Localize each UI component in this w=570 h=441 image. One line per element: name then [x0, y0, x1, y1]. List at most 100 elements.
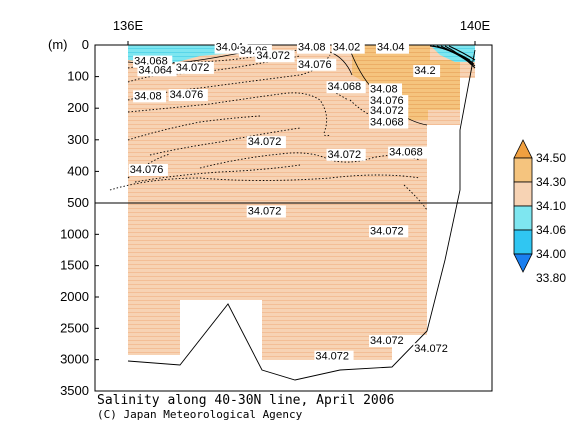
contour-label-bg	[297, 58, 337, 71]
x-tick-label: 136E	[113, 18, 144, 33]
y-axis-unit: (m)	[48, 37, 68, 52]
contour-label: 34.02	[331, 41, 365, 54]
colorbar: 34.50 34.30 34.10 34.06 34.00 33.80	[513, 139, 566, 285]
contour-label-text: 34.072	[414, 343, 448, 355]
contour-label-text: 34.076	[130, 164, 164, 176]
colorbar-segment	[513, 229, 533, 255]
colorbar-label: 34.50	[536, 151, 566, 165]
colorbar-label: 34.00	[536, 247, 566, 261]
contour-label: 34.2	[413, 65, 441, 78]
contour-label-bg	[168, 89, 208, 102]
contour-label-text: 34.04	[216, 42, 244, 54]
contour-label-text: 34.072	[248, 136, 282, 148]
contour-label: 34.072	[326, 148, 366, 161]
contour-label-text: 34.068	[389, 147, 423, 159]
contour-label: 34.072	[369, 104, 409, 117]
y-tick-label: 500	[67, 195, 89, 210]
contour-label-text: 34.2	[414, 65, 435, 77]
contour-label-text: 34.072	[370, 105, 404, 117]
contour-label: 34.072	[174, 61, 214, 74]
y-tick-label: 300	[67, 132, 89, 147]
y-tick-label: 400	[67, 163, 89, 178]
plot-frame	[94, 44, 493, 392]
colorbar-segment	[513, 181, 533, 207]
contour-label-bg	[326, 81, 366, 94]
contour-label: 34.068	[369, 116, 409, 129]
contour-label-text: 34.072	[328, 149, 362, 161]
colorbar-top-cap	[513, 139, 533, 159]
contour-label: 34.076	[128, 163, 168, 176]
contour-label-bg	[413, 343, 453, 356]
colorbar-label: 34.10	[536, 199, 566, 213]
contour-label: 34.04	[375, 41, 409, 54]
contour-label-bg	[369, 225, 409, 238]
contour-label: 34.076	[369, 95, 409, 108]
contour-label-bg	[369, 83, 403, 96]
contour-label-text: 34.02	[333, 42, 361, 54]
contour-label-bg	[369, 116, 409, 129]
contour-label-bg	[369, 95, 409, 108]
contour-label: 34.072	[246, 136, 286, 149]
contour-label-bg	[246, 205, 286, 218]
contour-label: 34.08	[297, 41, 331, 54]
contour-label-bg	[133, 55, 173, 68]
contour-label-bg	[326, 148, 366, 161]
contour-label: 34.072	[255, 50, 295, 63]
contour-label: 34.072	[369, 225, 409, 238]
contour-label-bg	[246, 136, 286, 149]
contour-label: 34.068	[326, 81, 366, 94]
contour-label-text: 34.072	[256, 50, 290, 62]
y-tick-label: 2500	[60, 320, 89, 335]
contour-label-bg	[174, 61, 214, 74]
contour-label: 34.076	[168, 89, 208, 102]
colorbar-segment	[513, 157, 533, 183]
contour-label-bg	[388, 146, 428, 159]
contour-label-text: 34.08	[298, 42, 326, 54]
chart-credit: (C) Japan Meteorological Agency	[97, 408, 303, 421]
contour-label: 34.072	[314, 350, 354, 363]
colorbar-label: 33.80	[536, 271, 566, 285]
contour-label-bg	[137, 64, 177, 77]
contour-label: 34.068	[388, 146, 428, 159]
contour-label: 34.072	[246, 205, 286, 218]
contour-label-bg	[314, 350, 354, 363]
x-tick-label: 140E	[460, 18, 491, 33]
contour-label-text: 34.072	[176, 62, 210, 74]
contour-label-text: 34.068	[328, 81, 362, 93]
contour-label-bg	[413, 65, 441, 78]
contour-label: 34.08	[133, 90, 167, 103]
bottom-topography	[127, 49, 476, 381]
contour-label: 34.072	[369, 335, 409, 347]
contour-label-text: 34.064	[138, 64, 172, 76]
colorbar-segment	[513, 205, 533, 231]
y-tick-marks	[95, 44, 99, 392]
contour-label-text: 34.08	[370, 83, 398, 95]
y-tick-label: 3500	[60, 383, 89, 398]
contour-label-text: 34.072	[248, 206, 282, 218]
y-tick-labels: 0 100 200 300 400 500 1000 1500 2000 2500 3000 3500	[60, 37, 89, 398]
salinity-fill-high	[352, 45, 460, 120]
contour-label-bg	[369, 335, 409, 347]
contour-label: 34.072	[413, 343, 453, 356]
y-tick-label: 1000	[60, 226, 89, 241]
contour-label: 34.064	[137, 64, 177, 77]
contour-label-bg	[375, 41, 409, 54]
y-tick-label: 3000	[60, 352, 89, 367]
contour-label-text: 34.08	[134, 90, 162, 102]
contour-label-bg	[255, 50, 295, 63]
contour-label-bg	[297, 41, 331, 54]
contour-label: 34.076	[297, 58, 337, 71]
contour-label-bg	[133, 90, 167, 103]
contour-label-text: 34.072	[315, 351, 349, 363]
y-tick-label: 200	[67, 100, 89, 115]
coastal-front-contours	[429, 45, 476, 69]
x-tick-marks	[127, 41, 476, 45]
contour-label-bg	[331, 41, 365, 54]
colorbar-bottom-cap	[513, 253, 533, 273]
contour-label-text: 34.076	[298, 59, 332, 71]
colorbar-label: 34.30	[536, 175, 566, 189]
contour-label-text: 34.072	[370, 225, 404, 237]
y-tick-label: 2000	[60, 289, 89, 304]
